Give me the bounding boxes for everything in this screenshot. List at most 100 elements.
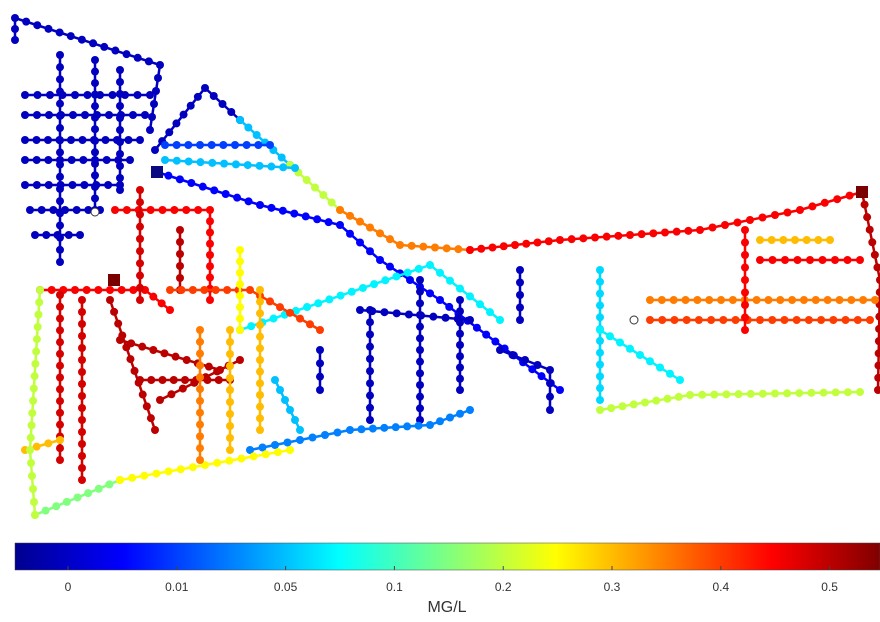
node [356, 239, 364, 247]
node [267, 204, 275, 212]
node [392, 272, 400, 280]
node [159, 206, 167, 214]
node [226, 410, 234, 418]
node [210, 92, 218, 100]
node [80, 181, 88, 189]
node [670, 316, 678, 324]
node [256, 298, 264, 306]
node [226, 446, 234, 454]
pipe [466, 188, 866, 254]
node [56, 385, 64, 393]
node [819, 256, 827, 264]
pipe [21, 181, 124, 189]
node [546, 406, 554, 414]
node [213, 367, 221, 375]
node [196, 444, 204, 452]
colorbar-tick-label: 0.3 [604, 580, 621, 594]
node [328, 199, 336, 207]
node [746, 216, 754, 224]
pipe-line [157, 172, 560, 390]
node [808, 202, 816, 210]
node [177, 286, 185, 294]
node [220, 160, 228, 168]
node [256, 333, 264, 341]
node [28, 421, 36, 429]
node [416, 393, 424, 401]
node [148, 113, 156, 121]
node [206, 229, 214, 237]
node [219, 141, 227, 149]
node [165, 467, 173, 475]
node [491, 338, 499, 346]
node [516, 291, 524, 299]
node [244, 161, 252, 169]
node [166, 306, 174, 314]
node [416, 358, 424, 366]
node [78, 392, 86, 400]
node [835, 296, 843, 304]
pipe [336, 206, 474, 254]
node [366, 392, 374, 400]
node [118, 286, 126, 294]
node [779, 236, 787, 244]
node [103, 156, 111, 164]
node [71, 91, 79, 99]
node [102, 136, 110, 144]
node [814, 236, 822, 244]
node [316, 326, 324, 334]
node [416, 369, 424, 377]
node [357, 425, 365, 433]
node [256, 391, 264, 399]
node [136, 198, 144, 206]
node [829, 316, 837, 324]
node [658, 296, 666, 304]
node [756, 316, 764, 324]
node [831, 256, 839, 264]
node [366, 367, 374, 375]
node [670, 296, 678, 304]
node [236, 269, 244, 277]
node [596, 278, 604, 286]
node [443, 244, 451, 252]
node [56, 444, 64, 452]
node [164, 172, 172, 180]
pipe [91, 56, 99, 214]
node [71, 286, 79, 294]
node [404, 269, 412, 277]
node [189, 463, 197, 471]
node [114, 320, 122, 328]
node [456, 285, 464, 293]
node [366, 343, 374, 351]
node [346, 230, 354, 238]
node [231, 141, 239, 149]
node [381, 276, 389, 284]
node [196, 385, 204, 393]
node [149, 346, 157, 354]
node [67, 32, 75, 40]
node [405, 310, 413, 318]
node [768, 236, 776, 244]
pipe [858, 188, 880, 394]
node [146, 91, 154, 99]
colorbar-tick-label: 0.5 [821, 580, 838, 594]
node [140, 472, 148, 480]
node [316, 373, 324, 381]
node [213, 459, 221, 467]
node [568, 235, 576, 243]
node [856, 388, 864, 396]
node [21, 181, 29, 189]
node [675, 393, 683, 401]
node [116, 336, 124, 344]
node [511, 241, 519, 249]
node [466, 292, 474, 300]
node [76, 231, 84, 239]
node [416, 323, 424, 331]
node [136, 210, 144, 218]
node [27, 459, 35, 467]
pipe [116, 66, 124, 194]
node [27, 434, 35, 442]
node [416, 276, 424, 284]
node [91, 68, 99, 76]
node [291, 164, 299, 172]
node [683, 316, 691, 324]
